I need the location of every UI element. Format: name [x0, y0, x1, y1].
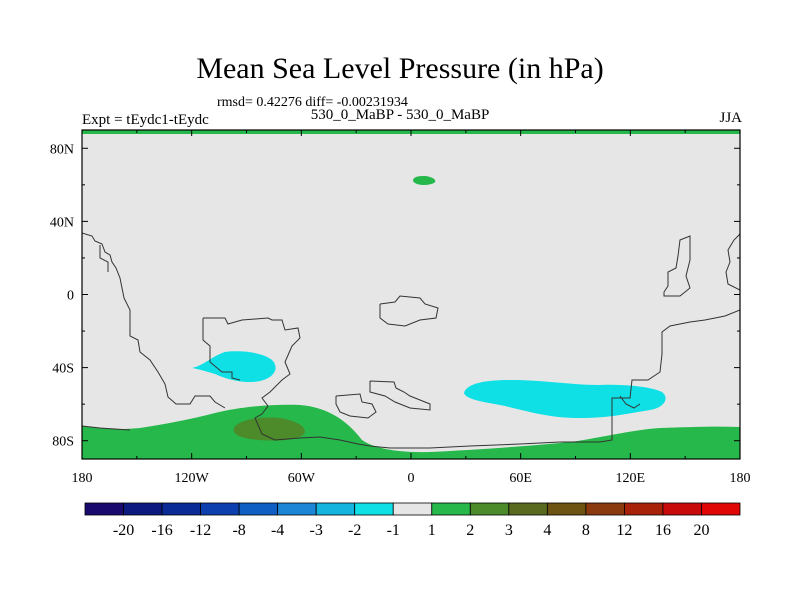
region-antarctic-positive-core — [233, 417, 305, 441]
colorbar-label: 8 — [582, 522, 590, 539]
colorbar-label: 3 — [505, 522, 513, 539]
colorbar-swatch — [392, 502, 433, 516]
y-tick-label: 80S — [52, 435, 74, 450]
colorbar-label: -16 — [151, 522, 172, 539]
colorbar-label: 12 — [616, 522, 632, 539]
colorbar-label: -8 — [232, 522, 245, 539]
colorbar-swatch — [469, 502, 510, 516]
stats-line: rmsd= 0.42276 diff= -0.00231934 — [217, 95, 408, 110]
colorbar-label: 16 — [655, 522, 671, 539]
colorbar-swatch — [161, 502, 201, 516]
y-tick-label: 0 — [67, 289, 74, 304]
x-tick-label: 120W — [175, 471, 210, 486]
colorbar-label: 4 — [543, 522, 551, 539]
season-label: JJA — [719, 110, 742, 126]
coastlines — [82, 232, 740, 449]
colorbar-label: -12 — [190, 522, 211, 539]
x-tick-label: 60E — [509, 471, 532, 486]
region-south-indian-negative — [464, 380, 666, 418]
colorbar-swatch — [200, 502, 240, 516]
x-tick-label: 0 — [408, 471, 415, 486]
colorbar-swatch — [123, 502, 163, 516]
colorbar-label: 20 — [693, 522, 709, 539]
colorbar-swatch — [238, 502, 279, 516]
x-tick-label: 120E — [616, 471, 646, 486]
region-north-pole-positive — [413, 176, 436, 186]
y-axis: 80N 40N 0 40S 80S — [50, 142, 740, 450]
colorbar-swatch — [84, 502, 124, 516]
colorbar-swatch — [662, 502, 702, 516]
colorbar-label: -3 — [310, 522, 323, 539]
experiment-label: Expt = tEydc1-tEydc — [82, 112, 209, 128]
colorbar-swatch — [431, 502, 471, 516]
colorbar-swatch — [701, 502, 741, 516]
y-tick-label: 80N — [50, 142, 74, 157]
colorbar-label: 1 — [428, 522, 436, 539]
colorbar-swatch — [315, 502, 356, 516]
region-south-pacific-negative — [192, 351, 276, 383]
colorbar-label: -4 — [271, 522, 284, 539]
chart-title: Mean Sea Level Pressure (in hPa) — [196, 52, 604, 85]
colorbar-swatch — [277, 502, 317, 516]
x-tick-label: 180 — [730, 471, 751, 486]
region-antarctic-positive — [82, 404, 740, 459]
colorbar-swatch — [546, 502, 587, 516]
colorbar-label: -1 — [387, 522, 400, 539]
y-tick-label: 40N — [50, 215, 74, 230]
y-tick-label: 40S — [52, 362, 74, 377]
x-tick-label: 180 — [72, 471, 93, 486]
x-tick-label: 60W — [288, 471, 316, 486]
colorbar-label: -2 — [348, 522, 361, 539]
colorbar-swatch — [585, 502, 625, 516]
colorbar-swatch — [354, 502, 394, 516]
run-label: 530_0_MaBP - 530_0_MaBP — [310, 107, 490, 123]
colorbar-swatch — [624, 502, 664, 516]
colorbar: -20 -16 -12 -8 -4 -3 -2 -1 1 2 3 4 8 12 16 20 — [84, 502, 741, 539]
x-axis: 180 120W 60W 0 60E 120E 180 — [72, 130, 751, 486]
colorbar-swatch — [508, 502, 548, 516]
colorbar-label: -20 — [113, 522, 134, 539]
colorbar-label: 2 — [466, 522, 474, 539]
